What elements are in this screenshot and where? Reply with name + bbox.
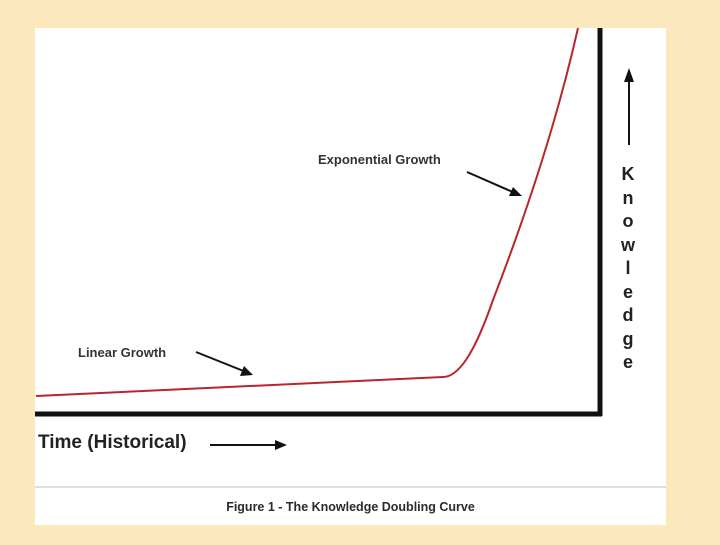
y-axis-label-letter: l xyxy=(625,258,631,278)
figure-panel xyxy=(35,28,666,525)
y-axis-label-letter: o xyxy=(622,211,634,231)
y-axis-label-letter: e xyxy=(622,352,633,372)
exponential-growth-label: Exponential Growth xyxy=(318,152,441,167)
y-axis-label-letter: w xyxy=(620,234,635,255)
y-axis-label-letter: g xyxy=(622,328,634,349)
linear-growth-label: Linear Growth xyxy=(78,345,167,360)
x-axis-label: Time (Historical) xyxy=(38,432,187,453)
linear-pointer-arrowhead xyxy=(240,366,253,376)
linear-pointer-arrow xyxy=(195,351,247,373)
y-axis-label-letter: n xyxy=(622,187,634,208)
y-axis-label-letter: e xyxy=(622,281,633,302)
growth-curve xyxy=(35,27,579,397)
x-direction-arrowhead xyxy=(275,440,287,450)
exponential-pointer-arrow xyxy=(466,171,516,194)
y-axis-label-letter: d xyxy=(622,305,634,325)
exponential-pointer-arrowhead xyxy=(509,187,522,196)
y-direction-arrowhead xyxy=(624,68,634,82)
y-axis-label-letter: K xyxy=(621,164,635,184)
figure-caption: Figure 1 - The Knowledge Doubling Curve xyxy=(226,500,475,514)
